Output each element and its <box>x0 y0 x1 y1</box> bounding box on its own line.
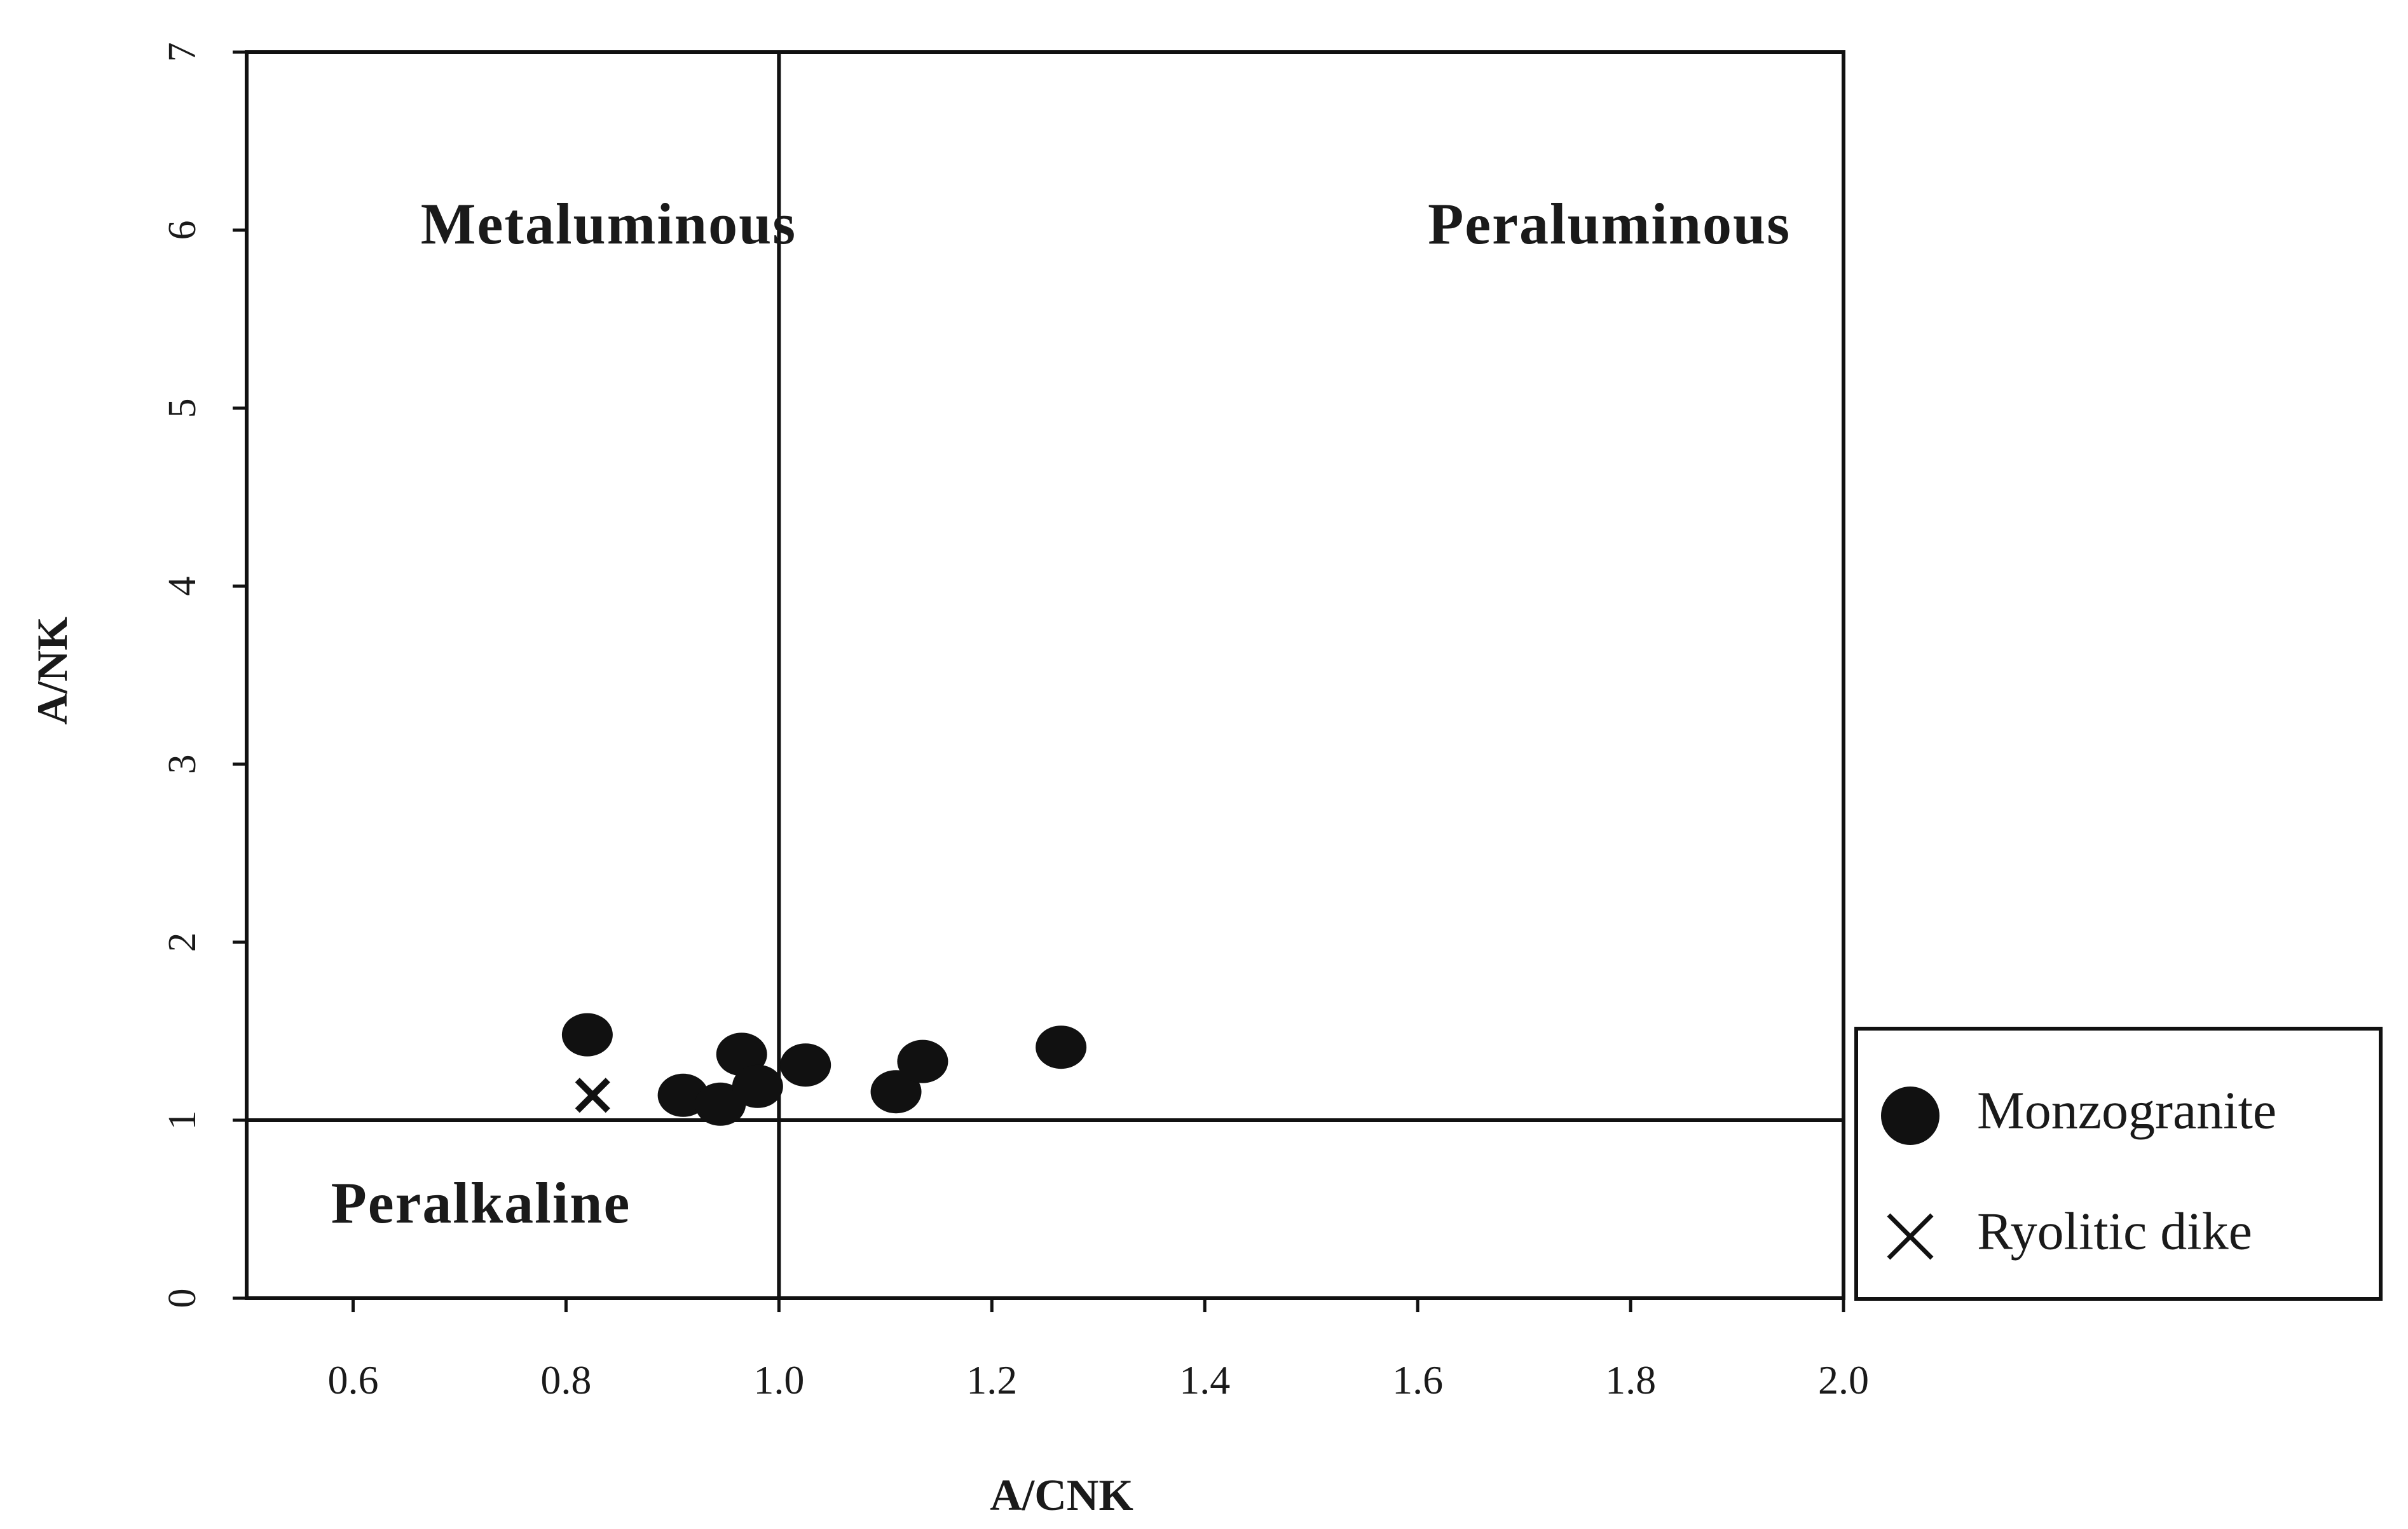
x-marker-stroke <box>575 1078 610 1113</box>
monzogranite-point <box>561 1013 613 1057</box>
monzogranite-point <box>870 1070 922 1114</box>
y-axis-title: A/NK <box>28 617 76 725</box>
y-tick-label: 2 <box>161 933 204 952</box>
plot-frame <box>245 50 1845 1300</box>
monzogranite-point <box>695 1082 746 1126</box>
y-tick-label: 7 <box>161 43 204 62</box>
ryolitic-dike-point <box>575 1078 610 1113</box>
x-tick-label: 1.8 <box>1605 1357 1656 1402</box>
y-tick-label: 3 <box>161 755 204 774</box>
region-labels: Metaluminous Peraluminous Peralkaline <box>331 191 1791 1235</box>
legend: Monzogranite Ryolitic dike <box>1854 1027 2383 1301</box>
x-axis-title: A/CNK <box>990 1471 1133 1520</box>
x-marker-stroke <box>1887 1213 1934 1260</box>
x-tick-label: 0.6 <box>327 1357 378 1402</box>
data-points <box>561 1013 1087 1126</box>
y-tick-label: 5 <box>161 399 204 418</box>
monzogranite-point <box>1036 1025 1087 1069</box>
y-tick-label: 1 <box>161 1111 204 1130</box>
region-label-metaluminous: Metaluminous <box>421 191 797 256</box>
legend-circle-icon <box>1881 1087 1939 1145</box>
legend-label: Ryolitic dike <box>1977 1202 2252 1261</box>
x-tick-label: 1.6 <box>1392 1357 1443 1402</box>
x-tick-label: 1.4 <box>1179 1357 1230 1402</box>
x-axis: 0.6 0.8 1.0 1.2 1.4 1.6 1.8 2.0 <box>327 1298 1869 1402</box>
x-tick-label: 0.8 <box>540 1357 591 1402</box>
legend-box <box>1854 1027 2383 1301</box>
x-tick-label: 1.2 <box>966 1357 1017 1402</box>
y-tick-label: 0 <box>161 1289 204 1308</box>
x-tick-label: 1.0 <box>753 1357 804 1402</box>
legend-x-icon <box>1887 1213 1934 1260</box>
region-label-peraluminous: Peraluminous <box>1428 191 1791 256</box>
y-tick-label: 6 <box>161 221 204 240</box>
monzogranite-point <box>780 1043 831 1087</box>
monzogranite-point <box>732 1064 783 1108</box>
x-tick-label: 2.0 <box>1818 1357 1869 1402</box>
legend-label: Monzogranite <box>1977 1081 2276 1140</box>
plot-area-border <box>245 50 1845 1300</box>
y-axis: 0 1 2 3 4 5 6 7 <box>161 43 247 1308</box>
region-label-peralkaline: Peralkaline <box>331 1170 631 1235</box>
y-tick-label: 4 <box>161 577 204 596</box>
monzogranite-point <box>897 1039 948 1083</box>
